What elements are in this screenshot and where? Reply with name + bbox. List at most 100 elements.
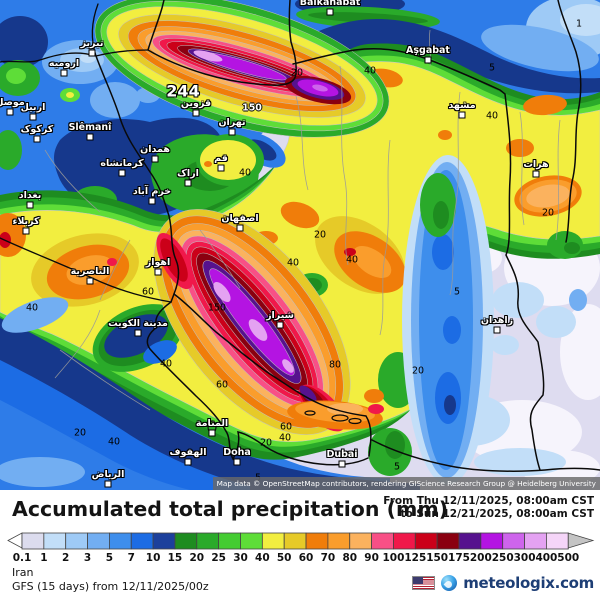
city-marker — [184, 458, 192, 466]
city-label: Slêmanî — [68, 122, 112, 133]
contour-label: 20 — [259, 437, 273, 449]
legend-tick-label: 80 — [342, 552, 357, 564]
city-marker — [86, 133, 94, 141]
forecast-period-from: From Thu 12/11/2025, 08:00am CST — [383, 495, 594, 507]
city-marker — [184, 179, 192, 187]
city-label: مدینة الکویت — [108, 318, 168, 329]
city-marker — [338, 460, 346, 468]
city-label: اراک — [177, 168, 199, 179]
legend-tick-label: 200 — [470, 552, 492, 564]
legend-tick-label: 1 — [40, 552, 47, 564]
contour-label: 5 — [393, 461, 401, 473]
city-label: اصفهان — [221, 213, 259, 224]
city-label: قزوین — [180, 98, 212, 109]
city-label: بغداد — [18, 190, 42, 201]
city-label: کربلاء — [12, 216, 40, 227]
city-label: خرم آباد — [132, 186, 172, 197]
legend-color-step — [174, 532, 198, 550]
contour-label: 40 — [25, 302, 39, 314]
city-label: الناصریة — [70, 266, 110, 277]
legend-color-step — [43, 532, 67, 550]
city-label: اربیل — [20, 102, 46, 113]
legend-color-step — [261, 532, 285, 550]
legend-tick-label: 90 — [364, 552, 379, 564]
legend-tick-label: 15 — [168, 552, 183, 564]
legend-color-step — [240, 532, 263, 550]
city-marker — [134, 329, 142, 337]
city-marker — [151, 155, 159, 163]
legend-tick-label: 7 — [128, 552, 135, 564]
contour-label: 20 — [411, 365, 425, 377]
city-marker — [104, 480, 112, 488]
city-label: Dubai — [326, 449, 358, 460]
contour-label: 1 — [575, 18, 583, 30]
city-marker — [148, 197, 156, 205]
contour-label: 60 — [215, 379, 229, 391]
city-marker — [118, 169, 126, 177]
city-marker — [233, 458, 241, 466]
legend-color-step — [327, 532, 351, 550]
legend-color-step — [414, 532, 438, 550]
meteologix-logo-icon — [441, 575, 458, 591]
legend-color-step — [196, 532, 220, 550]
legend-tick-label: 20 — [189, 552, 204, 564]
city-label: زاهدان — [480, 315, 514, 326]
legend-color-step — [109, 532, 132, 550]
legend-tick-label: 300 — [514, 552, 536, 564]
city-marker — [6, 108, 14, 116]
legend-color-step — [65, 532, 88, 550]
contour-label: 60 — [279, 421, 293, 433]
legend-tick-label: 2 — [62, 552, 69, 564]
contour-label: 20 — [313, 229, 327, 241]
contour-label: 20 — [290, 67, 304, 79]
model-run-label: GFS (15 days) from 12/11/2025/00z — [12, 580, 209, 593]
region-label: Iran — [12, 566, 34, 579]
max-precip-label: 244 — [166, 81, 200, 101]
forecast-period: From Thu 12/11/2025, 08:00am CST to Sun … — [383, 495, 594, 521]
city-marker — [217, 164, 225, 172]
contour-label: 80 — [328, 359, 342, 371]
legend-tick-label: 25 — [211, 552, 226, 564]
legend-tick-label: 10 — [146, 552, 161, 564]
legend-tick-label: 40 — [255, 552, 270, 564]
legend-color-step — [502, 532, 525, 550]
contour-label: 40 — [278, 432, 292, 444]
legend-tick-label: 400 — [535, 552, 557, 564]
city-label: ارومیه — [48, 58, 80, 69]
city-marker — [88, 49, 96, 57]
city-label: الریاض — [91, 469, 125, 480]
info-panel: Accumulated total precipitation (mm) Fro… — [0, 490, 600, 600]
contour-label: 20 — [73, 427, 87, 439]
city-marker — [458, 111, 466, 119]
legend-tick-label: 150 — [426, 552, 448, 564]
brand-bar: meteologix.com — [412, 574, 594, 592]
contour-label: 40 — [238, 167, 252, 179]
city-label: موصل — [0, 97, 25, 108]
contour-label: 40 — [107, 436, 121, 448]
city-marker — [29, 113, 37, 121]
legend-color-step — [305, 532, 329, 550]
legend-color-step — [480, 532, 504, 550]
city-marker — [22, 227, 30, 235]
city-label: همدان — [140, 144, 170, 155]
legend-color-step — [393, 532, 416, 550]
precipitation-map-art — [0, 0, 600, 490]
city-marker — [33, 135, 41, 143]
legend-color-step — [546, 532, 569, 550]
city-label: اهواز — [145, 257, 171, 268]
contour-label: 40 — [345, 254, 359, 266]
page-title: Accumulated total precipitation (mm) — [12, 497, 449, 521]
legend-color-step — [21, 532, 45, 550]
brand-link[interactable]: meteologix.com — [463, 574, 594, 592]
city-marker — [276, 321, 284, 329]
city-marker — [493, 326, 501, 334]
city-marker — [208, 429, 216, 437]
us-flag-icon — [412, 576, 436, 590]
city-marker — [154, 268, 162, 276]
city-label: Doha — [223, 447, 251, 458]
legend-tick-label: 5 — [106, 552, 113, 564]
city-marker — [228, 128, 236, 136]
city-label: کرکوک — [20, 124, 54, 135]
legend-color-step — [283, 532, 307, 550]
legend-color-step — [524, 532, 547, 550]
